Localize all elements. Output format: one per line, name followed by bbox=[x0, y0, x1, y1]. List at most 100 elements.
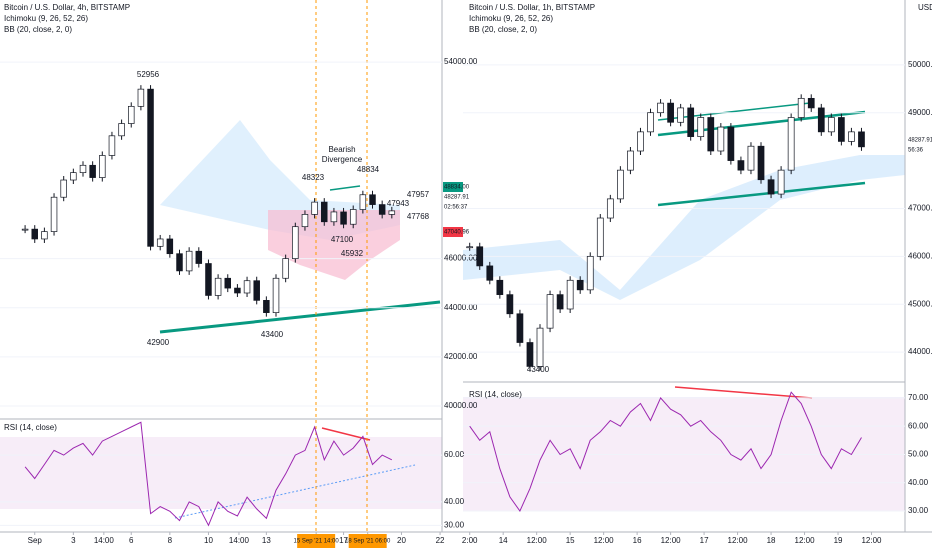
annotation: Divergence bbox=[322, 155, 363, 164]
time-highlight bbox=[348, 534, 387, 548]
axis-unit: USD bbox=[918, 3, 932, 12]
x-tick-label: 2:00 bbox=[462, 536, 478, 545]
x-tick-label: 14:00 bbox=[229, 536, 250, 545]
price-tag-label: 56:36 bbox=[908, 148, 924, 154]
candle bbox=[340, 211, 347, 225]
candle bbox=[586, 255, 594, 291]
candle bbox=[349, 209, 357, 225]
candle bbox=[50, 196, 58, 232]
candle bbox=[596, 217, 604, 257]
channel-bottom bbox=[657, 181, 866, 207]
x-tick-label: 12:00 bbox=[728, 536, 749, 545]
candle bbox=[858, 131, 865, 148]
annotation: Bearish bbox=[328, 145, 355, 154]
candle bbox=[321, 201, 328, 223]
candle bbox=[99, 155, 106, 178]
candle bbox=[707, 117, 715, 152]
candle bbox=[476, 246, 484, 267]
y-tick-label: 44000.00 bbox=[444, 303, 478, 312]
candle bbox=[848, 131, 855, 142]
x-tick-label: 14:00 bbox=[94, 536, 115, 545]
candle bbox=[176, 253, 183, 272]
candle bbox=[243, 280, 251, 294]
candle bbox=[486, 265, 494, 281]
candle bbox=[330, 211, 338, 223]
x-tick-label: Sep bbox=[28, 536, 43, 545]
candle bbox=[727, 126, 735, 161]
price-tag-label: 47040.96 bbox=[444, 230, 470, 236]
candle bbox=[747, 145, 755, 171]
annotation: 47100 bbox=[331, 235, 354, 244]
y-tick-label: 54000.00 bbox=[444, 57, 478, 66]
candle bbox=[118, 123, 125, 137]
divergence-line bbox=[674, 386, 813, 399]
annotation: 47768 bbox=[407, 212, 430, 221]
candle bbox=[466, 246, 474, 249]
candle bbox=[667, 102, 674, 123]
y-tick-label: 45000.00 bbox=[908, 299, 932, 308]
candle bbox=[817, 107, 825, 133]
y-tick-label: 42000.00 bbox=[444, 352, 478, 361]
candle bbox=[687, 107, 695, 137]
x-tick-label: 17 bbox=[339, 536, 348, 545]
annotation: 48323 bbox=[302, 173, 325, 182]
y-tick-label: 70.00 bbox=[908, 393, 929, 402]
x-tick-label: 6 bbox=[129, 536, 134, 545]
price-tag bbox=[443, 227, 463, 237]
rsi-line bbox=[24, 421, 393, 527]
candle bbox=[647, 112, 654, 133]
candle bbox=[496, 279, 504, 295]
candle bbox=[89, 164, 96, 178]
candle bbox=[566, 279, 574, 310]
candle bbox=[369, 194, 376, 205]
x-tick-label: 12:00 bbox=[594, 536, 615, 545]
candle bbox=[787, 117, 795, 171]
x-tick-label: 15 bbox=[566, 536, 575, 545]
time-highlight bbox=[297, 534, 336, 548]
x-tick-label: 15 Sep '21 14:00 bbox=[294, 539, 340, 545]
annotation: 47943 bbox=[387, 199, 410, 208]
candle bbox=[147, 88, 154, 247]
cloud-left-red bbox=[268, 210, 400, 280]
y-tick-label: 49000.00 bbox=[908, 108, 932, 117]
candle bbox=[556, 294, 564, 310]
indicator: BB (20, close, 2, 0) bbox=[469, 25, 537, 34]
y-tick-label: 46000.00 bbox=[908, 251, 932, 260]
candle bbox=[282, 258, 289, 279]
marks: 40000.00 42000.00 44000.00 46000.00 54000.00… bbox=[0, 57, 932, 548]
annotation: 47957 bbox=[407, 190, 430, 199]
y-tick-label: 40.00 bbox=[444, 497, 465, 506]
price-tag bbox=[443, 182, 463, 192]
candle bbox=[606, 198, 614, 219]
y-tick-label: 60.00 bbox=[908, 421, 929, 430]
x-tick-label: 10 bbox=[204, 536, 213, 545]
price-tag-label: 48287.91 bbox=[908, 138, 932, 144]
price-tag-label: 48287.91 bbox=[444, 195, 470, 201]
candle bbox=[156, 238, 164, 247]
candle bbox=[224, 277, 232, 289]
trendline bbox=[159, 300, 441, 334]
candle bbox=[108, 135, 116, 156]
candle bbox=[234, 287, 241, 294]
candle bbox=[263, 300, 270, 313]
price-tag-label: 48834.00 bbox=[444, 185, 470, 191]
candle bbox=[767, 179, 775, 195]
rsi-title: RSI (14, close) bbox=[4, 423, 57, 432]
indicator: BB (20, close, 2, 0) bbox=[4, 25, 72, 34]
candle bbox=[807, 97, 815, 109]
y-tick-label: 30.00 bbox=[908, 506, 929, 515]
x-tick-label: 19 bbox=[834, 536, 843, 545]
annotation: 45932 bbox=[341, 249, 364, 258]
x-tick-label: 14 bbox=[499, 536, 508, 545]
annotation: 42900 bbox=[147, 338, 170, 347]
candle bbox=[757, 145, 765, 181]
price-tag bbox=[443, 202, 463, 212]
x-tick-label: 12:00 bbox=[527, 536, 548, 545]
x-tick-label: 20 bbox=[397, 536, 406, 545]
x-tick-label: 17 bbox=[700, 536, 709, 545]
y-tick-label: 50000.00 bbox=[908, 60, 932, 69]
annotation: 52956 bbox=[137, 70, 160, 79]
rsi-line bbox=[469, 391, 862, 513]
y-tick-label: 40.00 bbox=[908, 478, 929, 487]
candle bbox=[697, 117, 705, 137]
